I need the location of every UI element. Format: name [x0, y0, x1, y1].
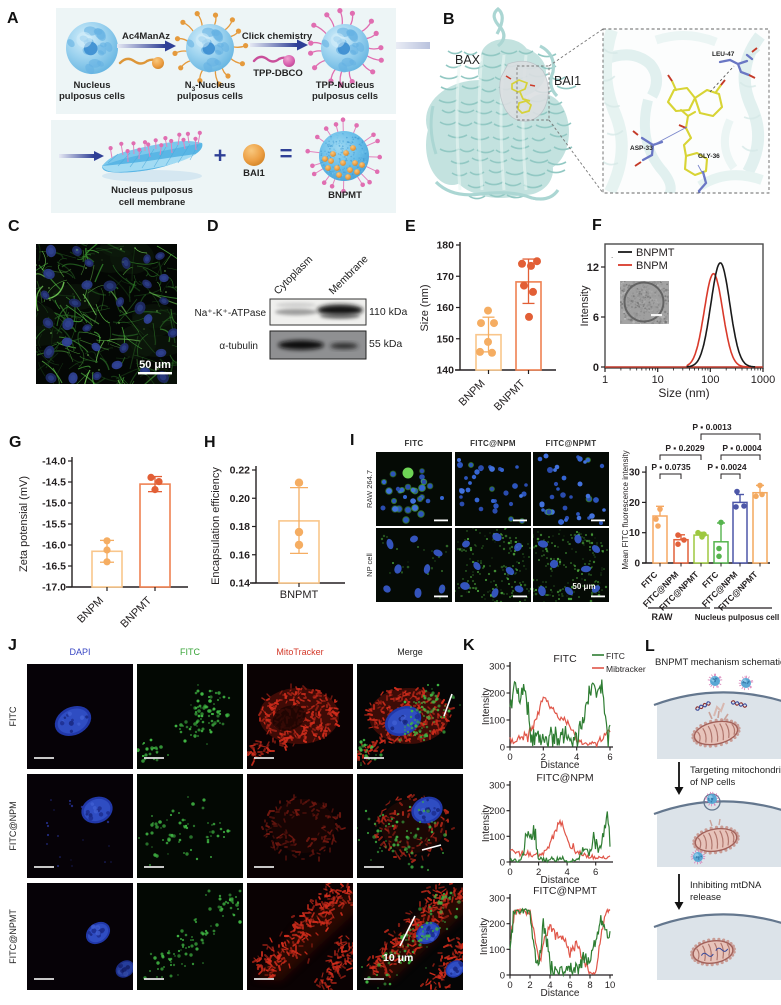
svg-text:Na⁺-K⁺-ATPase: Na⁺-K⁺-ATPase: [195, 308, 267, 319]
svg-text:100: 100: [701, 374, 719, 386]
svg-text:LEU-47: LEU-47: [712, 51, 735, 58]
svg-text:Merge: Merge: [397, 647, 423, 657]
svg-text:DAPI: DAPI: [69, 647, 90, 657]
svg-text:GLY-36: GLY-36: [698, 153, 720, 160]
svg-text:0.16: 0.16: [230, 549, 251, 561]
svg-text:-16.0: -16.0: [42, 540, 66, 552]
svg-text:α-tubulin: α-tubulin: [219, 341, 258, 352]
svg-text:release: release: [690, 892, 721, 903]
svg-text:0: 0: [634, 559, 640, 570]
svg-text:BNPMT: BNPMT: [636, 247, 675, 259]
svg-text:10: 10: [629, 528, 641, 539]
svg-text:FITC: FITC: [180, 647, 200, 657]
svg-text:Size (nm): Size (nm): [419, 284, 431, 331]
svg-text:RAW 264.7: RAW 264.7: [365, 470, 374, 508]
svg-text:-14.0: -14.0: [42, 456, 66, 468]
svg-text:BNPMT mechanism schematic: BNPMT mechanism schematic: [655, 657, 781, 668]
svg-text:170: 170: [436, 271, 454, 283]
svg-text:FITC: FITC: [405, 439, 424, 448]
svg-text:1: 1: [602, 374, 608, 386]
svg-text:-16.5: -16.5: [42, 561, 66, 573]
svg-text:FITC@NPMT: FITC@NPMT: [546, 439, 597, 448]
svg-text:of NP cells: of NP cells: [690, 777, 735, 788]
svg-text:Encapsulation efficiency: Encapsulation efficiency: [210, 467, 222, 585]
svg-text:BNPM: BNPM: [636, 260, 668, 272]
svg-text:P ▪ 0.0013: P ▪ 0.0013: [692, 422, 732, 432]
svg-text:P ▪ 0.2029: P ▪ 0.2029: [665, 443, 705, 453]
svg-text:BAI1: BAI1: [554, 74, 581, 88]
svg-text:RAW: RAW: [652, 612, 674, 622]
svg-text:-14.5: -14.5: [42, 477, 66, 489]
svg-text:0.22: 0.22: [230, 465, 251, 477]
svg-text:140: 140: [436, 365, 454, 377]
svg-text:0.14: 0.14: [230, 578, 251, 590]
svg-text:-17.0: -17.0: [42, 582, 66, 594]
svg-text:-15.0: -15.0: [42, 498, 66, 510]
svg-text:.: .: [611, 251, 613, 260]
svg-text:MitoTracker: MitoTracker: [276, 647, 323, 657]
svg-text:FITC@NPM: FITC@NPM: [470, 439, 516, 448]
svg-text:110 kDa: 110 kDa: [369, 306, 407, 318]
svg-text:20: 20: [629, 498, 641, 509]
svg-text:30: 30: [629, 468, 641, 479]
svg-text:150: 150: [436, 333, 454, 345]
svg-text:Mean FITC fluorescence intensi: Mean FITC fluorescence intensity: [621, 450, 630, 569]
svg-text:NP cell: NP cell: [365, 553, 374, 577]
svg-text:P ▪ 0.0735: P ▪ 0.0735: [651, 462, 691, 472]
svg-text:Inhibiting mtDNA: Inhibiting mtDNA: [690, 880, 762, 891]
svg-text:6: 6: [593, 312, 599, 324]
svg-text:0: 0: [593, 362, 599, 374]
svg-text:0.18: 0.18: [230, 521, 251, 533]
svg-text:P ▪ 0.0024: P ▪ 0.0024: [707, 462, 747, 472]
svg-text:Size (nm): Size (nm): [658, 386, 709, 400]
svg-text:50 μm: 50 μm: [139, 359, 171, 371]
svg-text:BNPMT: BNPMT: [280, 589, 319, 601]
svg-text:ASP-33: ASP-33: [630, 145, 653, 152]
svg-text:-15.5: -15.5: [42, 519, 66, 531]
svg-text:10: 10: [652, 374, 664, 386]
svg-text:Nucleus pulposus cell: Nucleus pulposus cell: [695, 613, 779, 622]
svg-text:Targeting mitochondria: Targeting mitochondria: [690, 765, 781, 776]
svg-text:BAX: BAX: [455, 53, 481, 67]
svg-text:55 kDa: 55 kDa: [369, 338, 402, 350]
svg-text:160: 160: [436, 302, 454, 314]
svg-text:50 μm: 50 μm: [572, 582, 595, 591]
svg-text:12: 12: [587, 262, 599, 274]
svg-text:1000: 1000: [751, 374, 775, 386]
svg-text:0.20: 0.20: [230, 493, 251, 505]
svg-text:Zeta potensial (mV): Zeta potensial (mV): [18, 476, 30, 572]
svg-text:Intensity: Intensity: [579, 285, 591, 326]
svg-text:180: 180: [436, 240, 454, 252]
svg-text:P ▪ 0.0004: P ▪ 0.0004: [722, 443, 762, 453]
